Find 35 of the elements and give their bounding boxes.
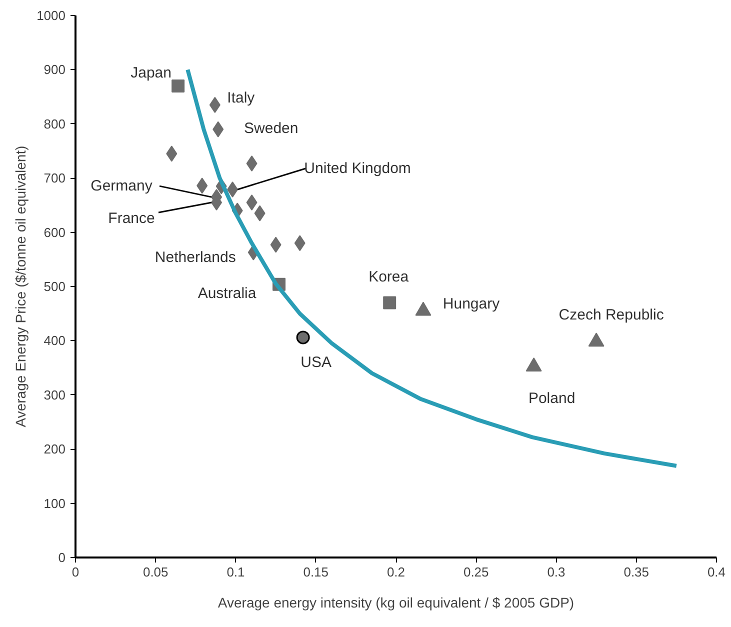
x-tick-label: 0 [72,564,80,580]
annotation: Germany [90,178,153,195]
y-tick-label: 600 [44,224,66,240]
y-tick-label: 500 [44,279,66,294]
y-tick-label: 300 [44,387,66,402]
annotation: Czech Republic [558,306,664,324]
y-tick-label: 800 [44,116,66,132]
x-tick-label: 0.35 [624,564,650,580]
annotation: USA [300,354,332,371]
annotation: Netherlands [154,248,236,266]
x-axis-title: Average energy intensity (kg oil equivalent / $ 2005 GDP) [218,594,574,610]
annotation: France [108,210,155,227]
annotation: Italy [227,89,256,106]
x-tick-label: 0.4 [707,564,726,580]
annotation: Poland [528,390,576,408]
annotation: Sweden [244,120,298,137]
y-tick-label: 0 [58,550,66,565]
x-tick-label: 0.15 [303,564,329,580]
annotation: Korea [368,268,410,286]
annotation: Japan [130,64,172,82]
annotation: Australia [198,284,257,302]
annotation: Hungary [442,295,500,312]
y-tick-label: 400 [44,333,66,348]
y-tick-label: 100 [44,496,66,511]
x-tick-label: 0.1 [226,564,245,580]
x-tick-label: 0.3 [547,564,566,580]
y-axis-title: Average Energy Price ($/tonne oil equivalent) [12,146,29,428]
x-tick-label: 0.2 [386,564,406,580]
annotation: United Kingdom [304,160,411,177]
x-tick-label: 0.25 [463,564,489,580]
y-tick-label: 200 [44,442,66,457]
y-tick-label: 1000 [36,8,66,23]
y-tick-label: 900 [44,62,66,78]
x-tick-label: 0.05 [142,564,168,580]
y-tick-label: 700 [44,170,66,186]
